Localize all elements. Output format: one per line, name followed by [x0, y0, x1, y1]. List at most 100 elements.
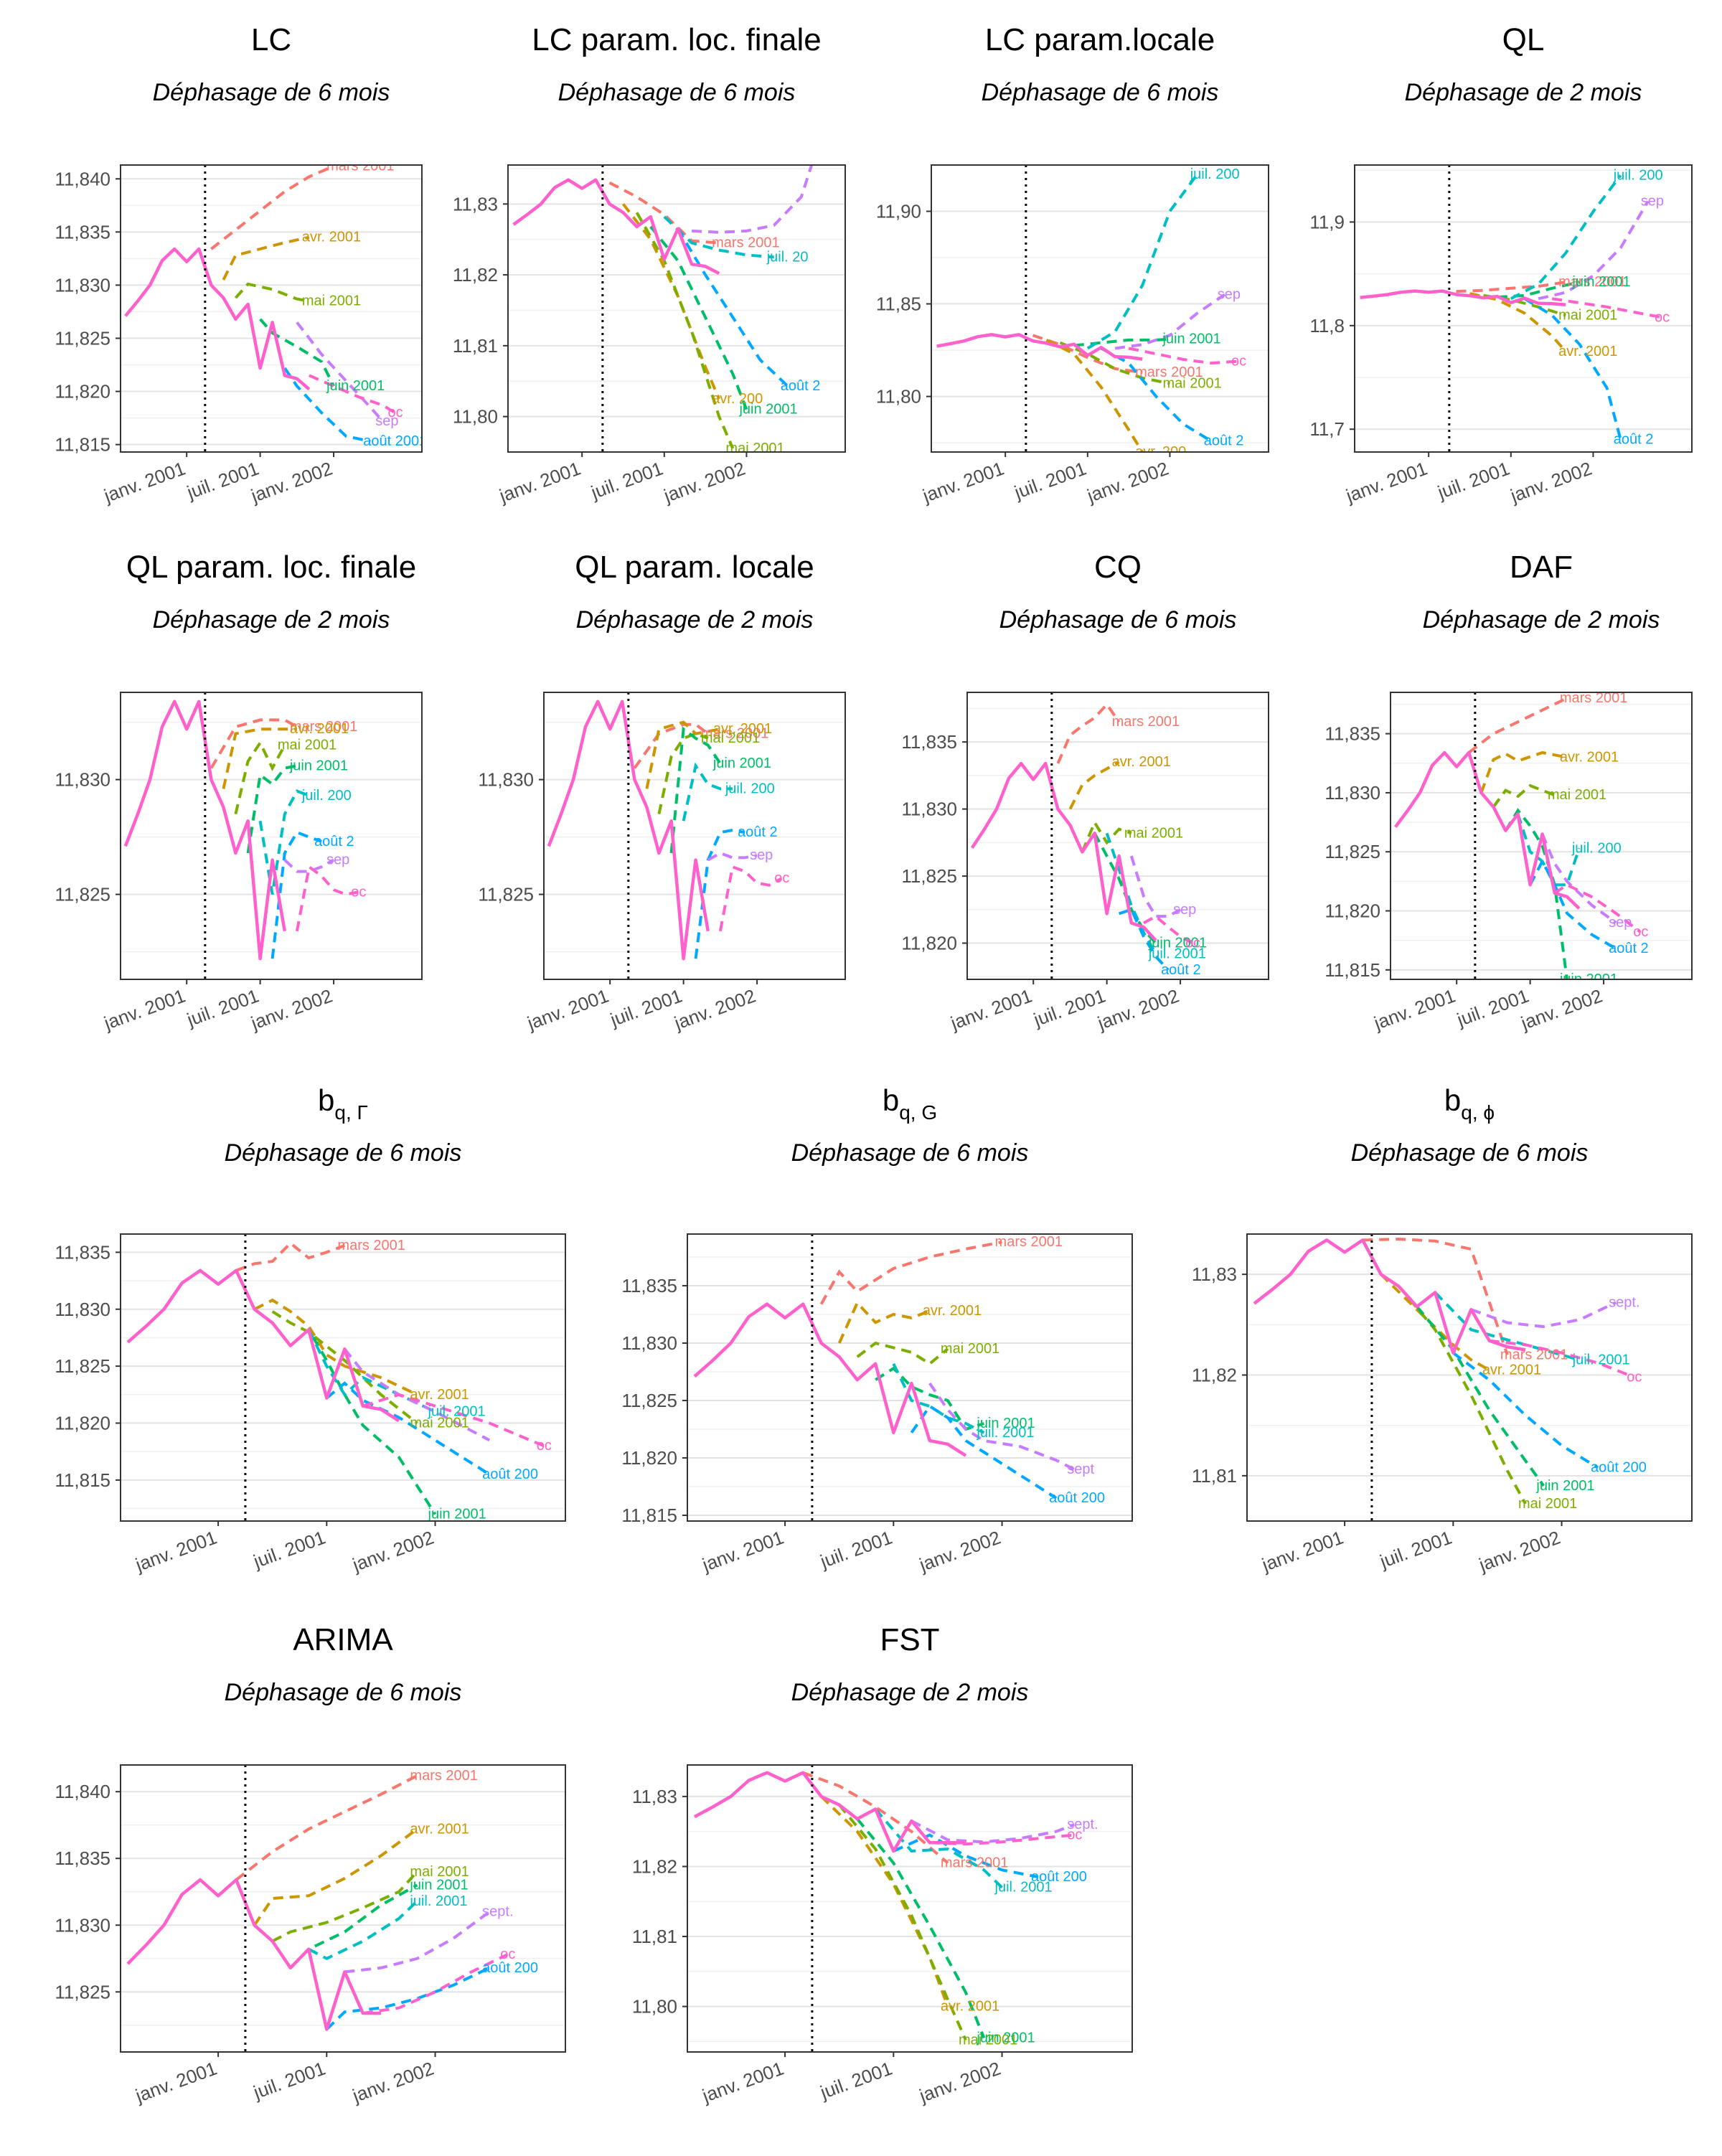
plot-background [544, 692, 845, 979]
forecast-line-juil [258, 789, 310, 895]
y-tick-label: 11,820 [1325, 900, 1380, 922]
y-tick-label: 11,835 [901, 731, 957, 753]
plot-border [1246, 1233, 1693, 1522]
x-tick-label: janv. 2001 [496, 457, 583, 507]
y-tick-label: 11,825 [901, 865, 957, 887]
y-tick-label: 11,835 [1325, 723, 1380, 745]
series-label-mai: mai 2001 [278, 738, 337, 753]
forecast-line-mai [635, 212, 735, 449]
series-label-mars: mars 2001 [1560, 690, 1628, 706]
y-tick-label: 11,830 [478, 769, 534, 791]
forecast-line-juin [1497, 281, 1580, 299]
series-label-mars: mars 2001 [1135, 364, 1203, 380]
chart-titles: FST Déphasage de 2 mois (1ère détection en… [791, 1622, 1029, 1706]
x-tick-label: janv. 2002 [349, 2057, 436, 2106]
y-tick-label: 11,825 [55, 1981, 110, 2002]
y-tick-label: 11,81 [632, 1926, 677, 1947]
y-tick-label: 11,81 [1192, 1465, 1237, 1487]
forecast-line-mars [608, 181, 720, 245]
x-tick-label: janv. 2002 [671, 984, 758, 1034]
series-label-oct: oc [1185, 936, 1200, 951]
forecast-line-mai [856, 1341, 949, 1366]
series-label-oct: oc [500, 1946, 515, 1962]
plot-series: mars 2001 avr. 200 mai 2001 juin 2001 juil. … [936, 165, 1246, 452]
series-label-juil: juil. 200 [1571, 840, 1622, 856]
forecast-line-oct [1142, 914, 1194, 945]
forecast-line-juin [1504, 808, 1568, 979]
series-label-juin: juin 2001 [409, 1877, 468, 1893]
y-tick-label: 11,80 [876, 386, 921, 408]
y-tick-label: 11,820 [621, 1447, 677, 1469]
series-label-juil: juil. 2001 [1572, 1352, 1630, 1367]
x-tick-label: janv. 2001 [100, 457, 188, 507]
chart-subtitle-line2: (1ère détection en 2 mois) [130, 639, 413, 666]
forecast-line-sept [344, 1911, 491, 1974]
plot-series: mars 2001 avr. 2001 mai 2001 juin 2001 août … [124, 165, 422, 452]
forecast-line-avr [222, 235, 310, 281]
series-label-aout: août 200 [1031, 1869, 1087, 1885]
y-tick-label: 11,83 [632, 1786, 677, 1807]
forecast-line-oct [1128, 347, 1239, 365]
forecast-line-juin [1416, 1305, 1545, 1487]
series-label-mars: mars 2001 [410, 1768, 478, 1784]
forecast-line-sept [928, 1382, 1076, 1471]
x-tick-label: juil. 2001 [607, 984, 685, 1030]
series-label-avr: avr. 2001 [941, 1999, 999, 2015]
series-label-juin: juin 2001 [712, 755, 771, 771]
y-tick-label: 11,90 [876, 201, 921, 222]
y-tick-label: 11,830 [55, 274, 110, 296]
y-tick-label: 11,81 [453, 335, 498, 357]
forecast-line-juin [669, 726, 722, 854]
x-tick-label: janv. 2001 [699, 1526, 786, 1576]
forecast-line-mars [1456, 281, 1566, 293]
series-label-mai: mai 2001 [1162, 376, 1221, 392]
forecast-line-sept [692, 165, 814, 234]
forecast-line-sept [1470, 1301, 1617, 1329]
chart-subtitle-line2: (1ère détection en 2 mois) [1382, 111, 1665, 138]
forecast-line-mai [838, 1804, 967, 2041]
series-label-juin: juin 2001 [289, 758, 348, 773]
chart-subtitle-line1: Déphasage de 6 mois [153, 79, 390, 106]
chart-title: QL param. loc. finale [126, 550, 416, 585]
series-label-mars: mars 2001 [1558, 274, 1627, 290]
chart-subtitle-line2: (1ère détection en 2 mois) [553, 639, 837, 666]
forecast-line-avr [837, 1300, 931, 1344]
chart-title: LC param. loc. finale [532, 22, 822, 57]
plot-background [1355, 165, 1692, 452]
forecast-line-juil [1434, 1291, 1581, 1362]
plot-border [543, 692, 846, 980]
series-label-avr: avr. 2001 [410, 1387, 469, 1403]
x-tick-label: janv. 2001 [947, 984, 1035, 1034]
series-label-juil: juil. 2001 [409, 1893, 467, 1909]
chart-subtitle-line1: Déphasage de 6 mois [791, 1139, 1029, 1167]
x-tick-label: janv. 2002 [916, 1526, 1003, 1576]
forecast-line-juil [874, 1808, 1003, 1889]
x-tick-label: juil. 2001 [1030, 984, 1109, 1030]
series-label-juin: juin 2001 [326, 378, 385, 394]
forecast-line-mars [235, 1774, 418, 1881]
x-tick-label: janv. 2001 [132, 2057, 220, 2106]
forecast-line-aout [893, 1833, 1039, 1879]
series-label-mai: mai 2001 [959, 2032, 1017, 2048]
series-label-aout: août 200 [1591, 1460, 1647, 1476]
chart-titles: bq, Γ Déphasage de 6 mois (1ère détection … [225, 1083, 462, 1167]
series-label-sept: sep [326, 852, 349, 868]
chart-subtitle-line1: Déphasage de 6 mois [982, 79, 1219, 106]
x-tick-label: janv. 2002 [916, 2057, 1003, 2106]
series-label-aout: août 2 [781, 378, 821, 394]
chart-title: LC param.locale [985, 22, 1215, 57]
series-label-oct: oc [774, 870, 789, 886]
y-tick-label: 11,820 [55, 381, 110, 403]
y-tick-label: 11,825 [1325, 841, 1380, 862]
chart-subtitle-line2: (1ère détection en 6 mois) [959, 111, 1242, 138]
y-tick-label: 11,835 [55, 221, 110, 243]
forecast-line-avr [253, 1298, 418, 1396]
y-tick-label: 11,830 [1325, 782, 1380, 804]
forecast-line-avr [222, 728, 297, 789]
series-label-oct: oc [1067, 1827, 1082, 1843]
